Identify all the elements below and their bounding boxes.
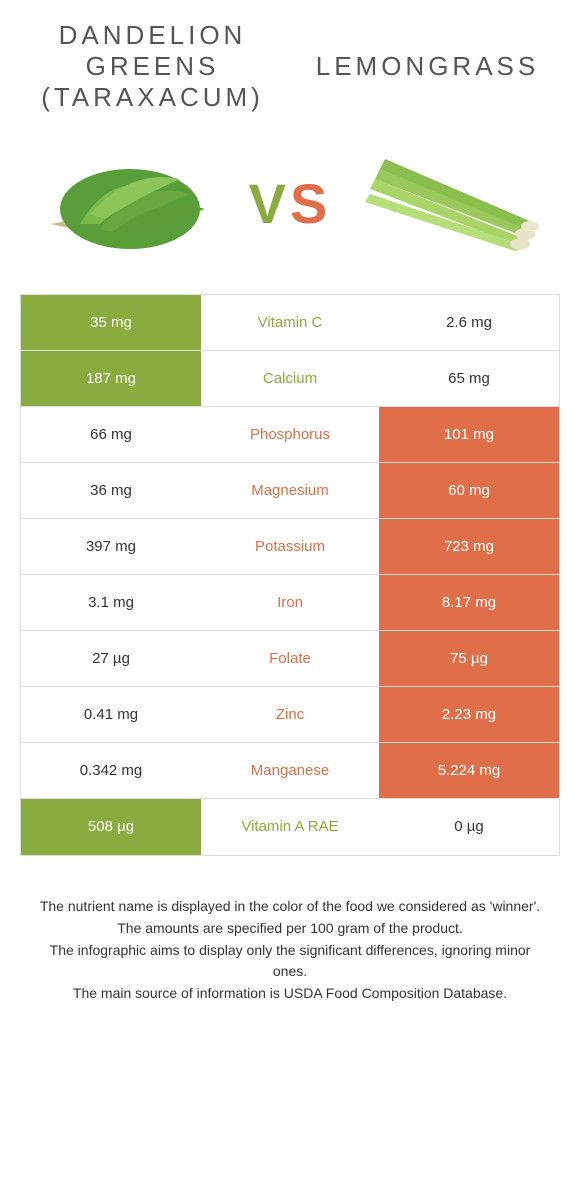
table-row: 3.1 mgIron8.17 mg [21,575,559,631]
right-value-cell: 8.17 mg [379,575,559,630]
nutrient-name-cell: Potassium [201,519,379,574]
nutrient-name-cell: Phosphorus [201,407,379,462]
vs-v-letter: V [249,172,290,235]
footnote-line: The nutrient name is displayed in the co… [35,896,545,917]
footnote-line: The infographic aims to display only the… [35,940,545,982]
left-value-cell: 508 µg [21,799,201,855]
table-row: 187 mgCalcium65 mg [21,351,559,407]
table-row: 36 mgMagnesium60 mg [21,463,559,519]
nutrient-name-cell: Calcium [201,351,379,406]
right-value-cell: 5.224 mg [379,743,559,798]
left-food-title: DANDELION GREENS (TARAXACUM) [40,20,265,114]
right-food-title: LEMONGRASS [315,51,540,82]
right-value-cell: 2.6 mg [379,295,559,350]
table-row: 66 mgPhosphorus101 mg [21,407,559,463]
left-value-cell: 35 mg [21,295,201,350]
right-value-cell: 723 mg [379,519,559,574]
header-titles: DANDELION GREENS (TARAXACUM) LEMONGRASS [10,0,570,124]
nutrient-name-cell: Manganese [201,743,379,798]
right-value-cell: 101 mg [379,407,559,462]
nutrient-name-cell: Magnesium [201,463,379,518]
left-value-cell: 3.1 mg [21,575,201,630]
right-value-cell: 2.23 mg [379,687,559,742]
table-row: 397 mgPotassium723 mg [21,519,559,575]
nutrient-name-cell: Iron [201,575,379,630]
nutrient-name-cell: Vitamin C [201,295,379,350]
dandelion-greens-image [40,144,220,264]
lemongrass-image [360,144,540,264]
table-row: 508 µgVitamin A RAE0 µg [21,799,559,855]
left-value-cell: 66 mg [21,407,201,462]
footnote-line: The amounts are specified per 100 gram o… [35,918,545,939]
table-row: 0.342 mgManganese5.224 mg [21,743,559,799]
table-row: 0.41 mgZinc2.23 mg [21,687,559,743]
vs-label: VS [249,171,332,236]
left-value-cell: 0.342 mg [21,743,201,798]
nutrient-comparison-table: 35 mgVitamin C2.6 mg187 mgCalcium65 mg66… [20,294,560,856]
left-value-cell: 0.41 mg [21,687,201,742]
infographic-container: DANDELION GREENS (TARAXACUM) LEMONGRASS … [0,0,580,1025]
right-value-cell: 75 µg [379,631,559,686]
nutrient-name-cell: Folate [201,631,379,686]
left-value-cell: 187 mg [21,351,201,406]
nutrient-name-cell: Zinc [201,687,379,742]
left-title-line2: GREENS [86,51,220,81]
table-row: 27 µgFolate75 µg [21,631,559,687]
footnote-line: The main source of information is USDA F… [35,983,545,1004]
right-value-cell: 65 mg [379,351,559,406]
left-value-cell: 36 mg [21,463,201,518]
right-value-cell: 60 mg [379,463,559,518]
left-title-line1: DANDELION [59,20,247,50]
left-title-line3: (TARAXACUM) [41,82,264,112]
left-value-cell: 397 mg [21,519,201,574]
right-title-text: LEMONGRASS [316,51,540,81]
footnotes-section: The nutrient name is displayed in the co… [10,856,570,1025]
left-value-cell: 27 µg [21,631,201,686]
vs-s-letter: S [290,172,331,235]
images-row: VS [10,124,570,294]
nutrient-name-cell: Vitamin A RAE [201,799,379,855]
table-row: 35 mgVitamin C2.6 mg [21,295,559,351]
right-value-cell: 0 µg [379,799,559,855]
